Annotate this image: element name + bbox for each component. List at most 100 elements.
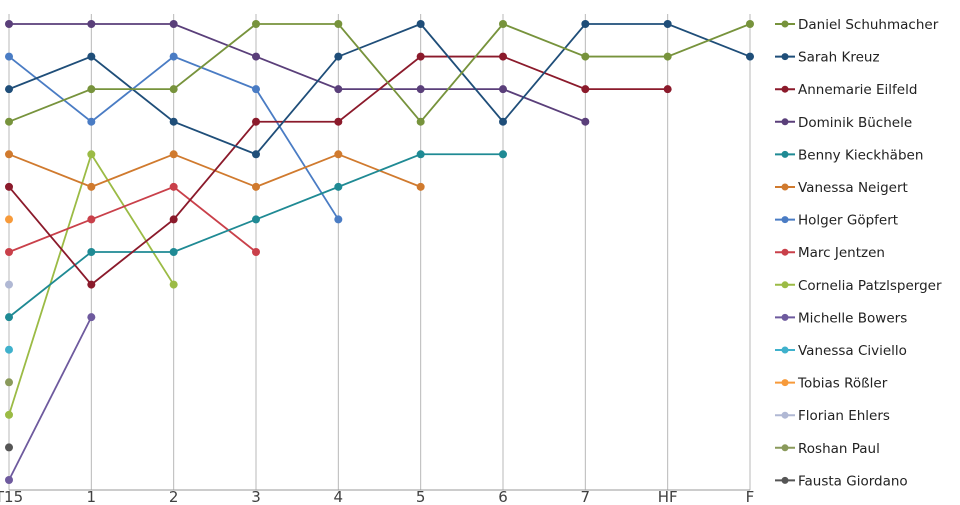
legend-label: Vanessa Neigert [798,180,908,196]
legend-item: Fausta Giordano [775,473,908,489]
data-point [416,117,425,126]
data-point [499,150,507,159]
data-point [169,215,178,224]
legend-label: Vanessa Civiello [798,343,907,359]
data-point [169,20,178,28]
series [5,280,13,289]
legend-marker-icon [781,379,789,387]
data-point [87,117,96,126]
data-point [252,20,260,28]
legend-label: Daniel Schuhmacher [798,17,939,33]
data-point [87,248,96,256]
data-point [581,117,590,126]
x-tick-label: HF [658,488,678,505]
legend-item: Vanessa Civiello [775,343,907,359]
series-lines [5,20,754,484]
data-point [87,280,96,289]
data-point [252,215,260,224]
data-point [416,182,425,191]
legend-label: Annemarie Eilfeld [798,82,917,98]
data-point [87,20,96,28]
legend-label: Florian Ehlers [798,408,890,424]
legend: Daniel Schuhmacher Sarah Kreuz Annemarie E… [775,17,942,489]
data-point [416,150,425,159]
series [5,182,260,256]
data-point [499,117,507,126]
series [5,20,754,126]
data-point [581,20,590,28]
data-point [169,150,178,159]
series [5,345,13,354]
data-point [581,52,590,61]
x-tick-label: 7 [581,488,591,505]
data-point [252,85,260,94]
legend-marker-icon [781,313,789,321]
legend-label: Roshan Paul [798,441,880,457]
data-point [5,117,13,126]
legend-marker-icon [781,118,789,126]
data-point [334,85,343,94]
x-tick-label: 1 [87,488,97,505]
legend-item: Marc Jentzen [775,245,885,261]
data-point [169,85,178,94]
legend-label: Michelle Bowers [798,310,907,326]
data-point [5,52,13,61]
data-point [746,20,754,28]
legend-label: Cornelia Patzlsperger [798,278,942,294]
data-point [416,20,425,28]
legend-item: Michelle Bowers [775,310,907,326]
series [5,52,672,289]
data-point [5,378,13,387]
legend-marker-icon [781,183,789,191]
legend-label: Benny Kieckhäben [798,147,923,163]
legend-marker-icon [781,411,789,419]
legend-item: Tobias Rößler [775,376,888,392]
legend-marker-icon [781,53,789,61]
data-point [252,117,260,126]
data-point [334,150,343,159]
data-point [334,117,343,126]
data-point [87,52,96,61]
data-point [5,476,13,484]
data-point [169,52,178,61]
data-point [663,52,672,61]
data-point [5,280,13,289]
legend-item: Dominik Büchele [775,115,912,131]
series [5,150,507,322]
data-point [663,20,672,28]
legend-label: Sarah Kreuz [798,50,880,66]
legend-marker-icon [781,85,789,93]
data-point [5,248,13,256]
legend-item: Roshan Paul [775,441,880,457]
series [5,378,13,387]
data-point [5,313,13,322]
data-point [5,215,13,224]
series-line [9,23,586,123]
data-point [746,52,754,61]
data-point [169,280,178,289]
legend-label: Fausta Giordano [798,473,908,489]
data-point [87,313,96,322]
data-point [252,182,260,191]
x-tick-label: 6 [498,488,508,505]
data-point [499,85,507,94]
legend-label: Holger Göpfert [798,213,898,229]
legend-item: Holger Göpfert [775,213,898,229]
data-point [87,150,96,159]
legend-item: Florian Ehlers [775,408,890,424]
legend-item: Daniel Schuhmacher [775,17,939,33]
data-point [5,410,13,419]
data-point [416,85,425,94]
data-point [334,52,343,61]
legend-item: Sarah Kreuz [775,50,880,66]
x-axis-ticks: T15 1 2 3 4 5 6 7 HF F [0,488,754,505]
series [5,215,13,224]
data-point [252,248,260,256]
data-point [499,20,507,28]
legend-marker-icon [781,346,789,354]
legend-marker-icon [781,444,789,452]
data-point [169,117,178,126]
data-point [169,248,178,256]
data-point [499,52,507,61]
